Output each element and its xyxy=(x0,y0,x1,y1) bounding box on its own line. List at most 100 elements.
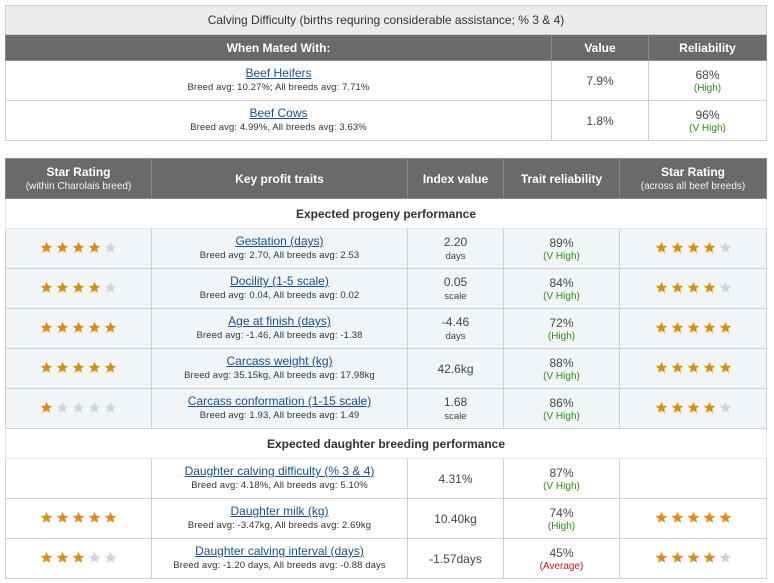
trait-link[interactable]: Gestation (days) xyxy=(235,234,324,248)
star-filled-icon xyxy=(72,241,85,253)
trait-reliability-header: Trait reliability xyxy=(503,158,620,199)
star-rating xyxy=(655,361,732,374)
trait-link[interactable]: Docility (1-5 scale) xyxy=(230,274,329,288)
breed-avg-text: Breed avg: -1.46, All breeds avg: -1.38 xyxy=(196,330,363,341)
star-filled-icon xyxy=(671,361,683,373)
star-filled-icon xyxy=(40,511,53,523)
beef-heifers-link[interactable]: Beef Heifers xyxy=(245,66,312,80)
star-empty-icon xyxy=(104,551,117,563)
reliability-value: 74% xyxy=(549,505,574,520)
star-filled-icon xyxy=(72,321,85,333)
breed-avg-text: Breed avg: 1.93, All breeds avg: 1.49 xyxy=(199,410,360,421)
star-rating xyxy=(40,511,117,524)
index-unit: scale xyxy=(444,291,467,302)
star-filled-icon xyxy=(671,551,683,563)
reliability-value: 45% xyxy=(549,545,574,560)
breed-avg-text: Breed avg: -1.20 days, All breeds avg: -… xyxy=(173,560,386,571)
star-empty-icon xyxy=(88,401,101,413)
mated-with-header: When Mated With: xyxy=(5,34,552,61)
star-empty-icon xyxy=(719,241,731,253)
star-filled-icon xyxy=(671,281,683,293)
trait-link[interactable]: Daughter calving difficulty (% 3 & 4) xyxy=(184,464,375,478)
reliability-label: (V High) xyxy=(543,290,580,302)
trait-link[interactable]: Carcass conformation (1-15 scale) xyxy=(187,394,372,408)
calving-difficulty-table: Calving Difficulty (births requring cons… xyxy=(5,5,767,141)
trait-link[interactable]: Daughter calving interval (days) xyxy=(195,544,364,558)
table-row: Gestation (days) Breed avg: 2.70, All bre… xyxy=(5,228,767,269)
star-filled-icon xyxy=(703,281,715,293)
breed-avg-text: Breed avg: 4.99%, All breeds avg: 3.63% xyxy=(190,122,367,133)
reliability-label: (V High) xyxy=(689,122,726,134)
breed-avg-text: Breed avg: -3.47kg, All breeds avg: 2.69… xyxy=(187,520,372,531)
star-filled-icon xyxy=(40,361,53,373)
index-value: 10.40kg xyxy=(434,511,477,526)
index-unit: scale xyxy=(444,411,467,422)
star-rating-within-cell xyxy=(5,498,152,539)
star-filled-icon xyxy=(56,241,69,253)
trait-link[interactable]: Daughter milk (kg) xyxy=(230,504,329,518)
value-cell: 7.9% xyxy=(551,60,649,101)
star-filled-icon xyxy=(687,281,699,293)
star-empty-icon xyxy=(719,401,731,413)
progeny-section-heading: Expected progeny performance xyxy=(5,198,767,229)
star-empty-icon xyxy=(72,401,85,413)
index-value: 4.31% xyxy=(438,471,473,486)
star-filled-icon xyxy=(40,401,53,413)
reliability-value: 72% xyxy=(549,315,574,330)
star-filled-icon xyxy=(56,511,69,523)
table-row: Docility (1-5 scale) Breed avg: 0.04, All… xyxy=(5,268,767,309)
trait-link[interactable]: Age at finish (days) xyxy=(228,314,331,328)
reliability-label: (Average) xyxy=(539,560,584,572)
reliability-value: 86% xyxy=(549,395,574,410)
star-filled-icon xyxy=(88,361,101,373)
key-traits-header: Key profit traits xyxy=(151,158,408,199)
index-unit: days xyxy=(445,331,466,342)
star-filled-icon xyxy=(671,321,683,333)
star-rating-within-cell xyxy=(5,308,152,349)
star-rating-within-cell xyxy=(5,458,152,499)
star-filled-icon xyxy=(655,551,667,563)
beef-cows-link[interactable]: Beef Cows xyxy=(249,106,308,120)
star-filled-icon xyxy=(703,551,715,563)
star-filled-icon xyxy=(671,401,683,413)
reliability-value: 96% xyxy=(695,107,720,122)
star-filled-icon xyxy=(72,361,85,373)
star-filled-icon xyxy=(72,281,85,293)
star-empty-icon xyxy=(104,281,117,293)
star-filled-icon xyxy=(104,361,117,373)
table-row: Daughter milk (kg) Breed avg: -3.47kg, Al… xyxy=(5,498,767,539)
reliability-header: Reliability xyxy=(648,34,767,61)
star-rating-across-cell xyxy=(619,308,767,349)
index-value-header: Index value xyxy=(407,158,504,199)
star-filled-icon xyxy=(719,511,731,523)
star-filled-icon xyxy=(671,241,683,253)
index-value: -4.46 xyxy=(441,315,470,329)
reliability-label: (V High) xyxy=(543,480,580,492)
star-empty-icon xyxy=(104,401,117,413)
table-row: Beef Cows Breed avg: 4.99%, All breeds a… xyxy=(5,100,767,141)
reliability-value: 89% xyxy=(549,235,574,250)
star-rating-within-cell xyxy=(5,348,152,389)
star-rating-across-cell xyxy=(619,348,767,389)
trait-link[interactable]: Carcass weight (kg) xyxy=(226,354,333,368)
star-empty-icon xyxy=(88,551,101,563)
star-filled-icon xyxy=(40,281,53,293)
star-rating xyxy=(40,551,117,564)
star-filled-icon xyxy=(104,511,117,523)
breed-avg-text: Breed avg: 10.27%; All breeds avg: 7.71% xyxy=(187,82,370,93)
star-filled-icon xyxy=(703,361,715,373)
star-rating-within-cell xyxy=(5,388,152,429)
star-rating xyxy=(40,241,117,254)
star-filled-icon xyxy=(56,321,69,333)
star-filled-icon xyxy=(88,321,101,333)
reliability-label: (High) xyxy=(693,82,722,94)
star-rating-across-cell xyxy=(619,498,767,539)
star-rating-within-header: Star Rating (within Charolais breed) xyxy=(5,158,152,199)
index-value: 0.05 xyxy=(443,275,468,289)
star-filled-icon xyxy=(703,511,715,523)
reliability-label: (High) xyxy=(547,520,576,532)
star-empty-icon xyxy=(719,551,731,563)
star-filled-icon xyxy=(687,361,699,373)
table-row: Age at finish (days) Breed avg: -1.46, Al… xyxy=(5,308,767,349)
star-filled-icon xyxy=(703,241,715,253)
